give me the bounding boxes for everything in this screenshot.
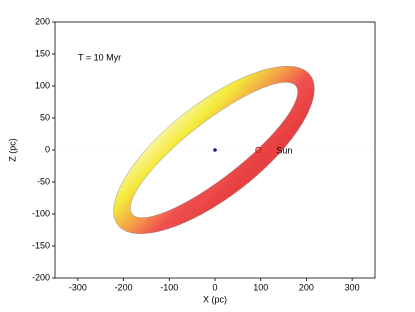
y-tick-label: 50 [40,112,50,122]
y-tick-label: -200 [32,272,50,282]
y-axis-label: Z (pc) [7,138,17,162]
y-tick-label: 150 [35,48,50,58]
x-tick-label: -100 [160,282,178,292]
y-tick-label: -50 [37,176,50,186]
x-tick-label: 200 [299,282,314,292]
annotation: T = 10 Myr [78,52,121,62]
y-tick-label: 100 [35,80,50,90]
point [255,146,262,154]
point-label: Sun [276,145,292,155]
y-tick-label: 0 [45,144,50,154]
x-tick-label: -300 [69,282,87,292]
y-tick-label: 200 [35,16,50,26]
x-tick-label: 0 [212,282,217,292]
ring [113,66,315,234]
ring-band [113,66,315,234]
x-tick-label: 300 [345,282,360,292]
x-tick-label: -200 [115,282,133,292]
x-axis-label: X (pc) [203,294,227,304]
y-tick-label: -100 [32,208,50,218]
y-tick-label: -150 [32,240,50,250]
point [213,148,217,152]
x-tick-label: 100 [253,282,268,292]
